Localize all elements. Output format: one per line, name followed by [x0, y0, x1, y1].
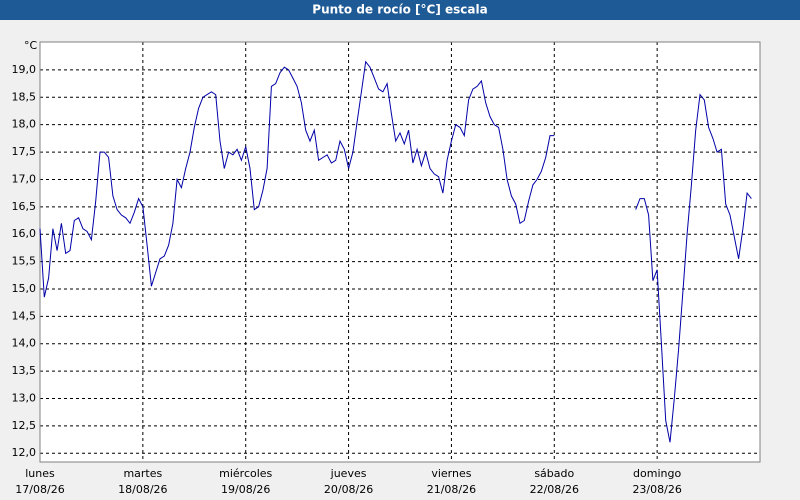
- x-tick-label: miércoles: [219, 467, 272, 480]
- y-tick-label: 17,0: [12, 172, 37, 185]
- y-tick-label: 19,0: [12, 63, 37, 76]
- y-tick-label: 13,0: [12, 391, 37, 404]
- y-tick-label: 14,0: [12, 337, 37, 350]
- y-tick-label: 15,0: [12, 282, 37, 295]
- x-tick-date: 18/08/26: [118, 483, 167, 496]
- x-tick-label: lunes: [25, 467, 55, 480]
- y-tick-label: 18,0: [12, 118, 37, 131]
- y-tick-label: 12,0: [12, 446, 37, 459]
- plot-area: [40, 42, 760, 462]
- y-tick-label: 16,0: [12, 227, 37, 240]
- title-bar: [0, 0, 800, 20]
- y-tick-label: 17,5: [12, 145, 37, 158]
- data-line: [635, 93, 752, 443]
- x-tick-date: 23/08/26: [632, 483, 681, 496]
- y-tick-label: 14,5: [12, 309, 37, 322]
- data-line: [39, 60, 555, 298]
- x-tick-date: 20/08/26: [324, 483, 373, 496]
- x-tick-label: viernes: [431, 467, 471, 480]
- x-tick-label: domingo: [633, 467, 681, 480]
- x-tick-date: 22/08/26: [530, 483, 579, 496]
- y-tick-label: 12,5: [12, 419, 37, 432]
- x-tick-date: 21/08/26: [427, 483, 476, 496]
- x-tick-label: jueves: [330, 467, 367, 480]
- x-tick-label: sábado: [534, 467, 574, 480]
- y-unit: °C: [24, 39, 38, 52]
- y-tick-label: 18,5: [12, 90, 37, 103]
- x-tick-label: martes: [123, 467, 162, 480]
- x-tick-date: 19/08/26: [221, 483, 270, 496]
- y-tick-label: 15,5: [12, 255, 37, 268]
- y-tick-label: 13,5: [12, 364, 37, 377]
- chart-title: Punto de rocío [°C] escala: [312, 3, 487, 17]
- y-tick-label: 16,5: [12, 200, 37, 213]
- x-tick-date: 17/08/26: [15, 483, 64, 496]
- plot-border: [39, 41, 761, 463]
